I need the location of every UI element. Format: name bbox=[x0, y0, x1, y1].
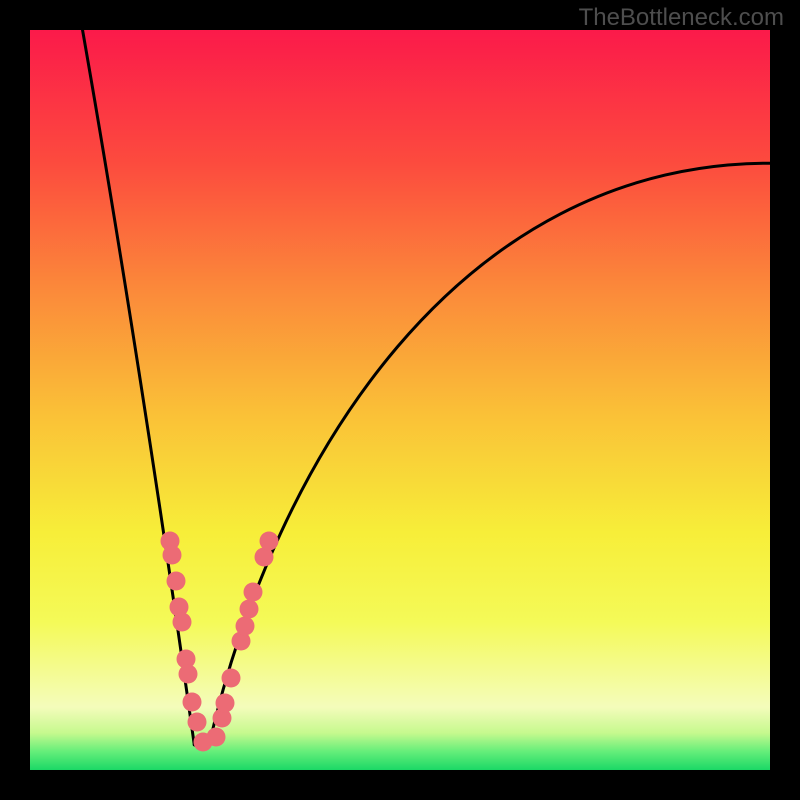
scatter-dot bbox=[240, 600, 259, 619]
scatter-dot bbox=[187, 712, 206, 731]
scatter-dot bbox=[172, 613, 191, 632]
scatter-dot bbox=[179, 664, 198, 683]
scatter-dot bbox=[183, 692, 202, 711]
scatter-dot bbox=[222, 668, 241, 687]
scatter-dot bbox=[254, 547, 273, 566]
scatter-dot bbox=[260, 531, 279, 550]
scatter-dot bbox=[235, 616, 254, 635]
scatter-dot bbox=[163, 546, 182, 565]
canvas-root: TheBottleneck.com bbox=[0, 0, 800, 800]
scatter-dot bbox=[166, 572, 185, 591]
watermark-text: TheBottleneck.com bbox=[579, 4, 784, 32]
scatter-dot bbox=[207, 727, 226, 746]
scatter-dot bbox=[244, 583, 263, 602]
scatter-dot bbox=[216, 694, 235, 713]
markers-layer bbox=[0, 0, 800, 800]
